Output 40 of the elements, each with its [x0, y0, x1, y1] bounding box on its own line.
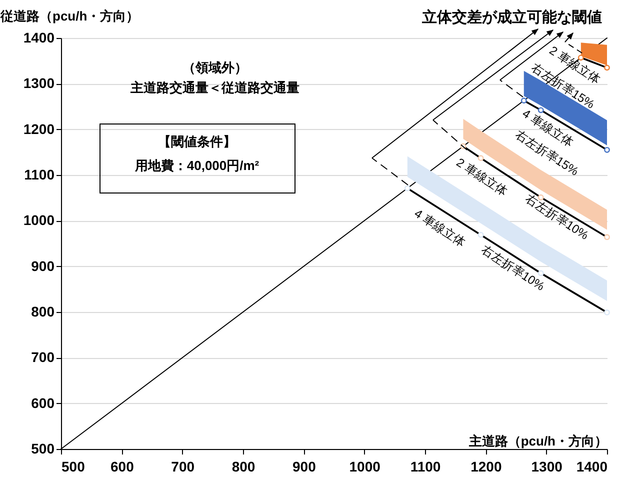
y-tick-label: 700 [31, 349, 55, 366]
annotation: （領域外） [182, 60, 248, 75]
x-tick-label: 600 [110, 458, 134, 474]
y-tick-label: 900 [31, 258, 55, 274]
x-tick-label: 900 [292, 458, 316, 474]
y-axis-title: 従道路（pcu/h・方向） [0, 8, 140, 24]
point [404, 185, 410, 192]
annotation: 4 車線立体 [412, 206, 468, 250]
x-tick-label: 700 [171, 458, 195, 474]
point [604, 310, 610, 316]
point [478, 232, 484, 238]
x-tick-label: 1000 [349, 458, 381, 474]
annotation: 【閾値条件】 [158, 134, 236, 149]
y-tick-label: 600 [31, 394, 55, 411]
point [604, 146, 610, 153]
y-tick-label: 1100 [24, 166, 55, 182]
x-tick-label: 800 [232, 458, 256, 474]
annotation: 用地費：40,000円/m² [134, 158, 260, 173]
x-tick-label: 1400 [576, 458, 608, 474]
y-tick-label: 1000 [23, 212, 55, 228]
annotation: 右左折率10% [522, 192, 592, 243]
x-tick-label: 1200 [470, 458, 502, 474]
annotation: 主道路交通量＜従道路交通量 [130, 80, 300, 95]
y-tick-label: 1300 [23, 75, 55, 92]
x-tick-label: 1300 [531, 458, 563, 474]
y-tick-label: 800 [31, 304, 55, 320]
y-tick-label: 1200 [23, 120, 55, 137]
y-tick-label: 1400 [23, 30, 55, 46]
point [520, 98, 527, 104]
x-axis-title: 主道路（pcu/h・方向） [468, 434, 608, 448]
x-tick-label: 1100 [410, 458, 441, 474]
x-tick-label: 500 [62, 458, 86, 474]
point [604, 234, 610, 240]
annotation: 右左折率10% [478, 242, 548, 294]
annotation: 2 車線立体 [454, 155, 510, 199]
point [604, 64, 610, 71]
chart-title: 立体交差が成立可能な閾値 [421, 8, 602, 26]
point [538, 107, 544, 114]
y-tick-label: 500 [31, 440, 55, 456]
point [478, 155, 484, 162]
